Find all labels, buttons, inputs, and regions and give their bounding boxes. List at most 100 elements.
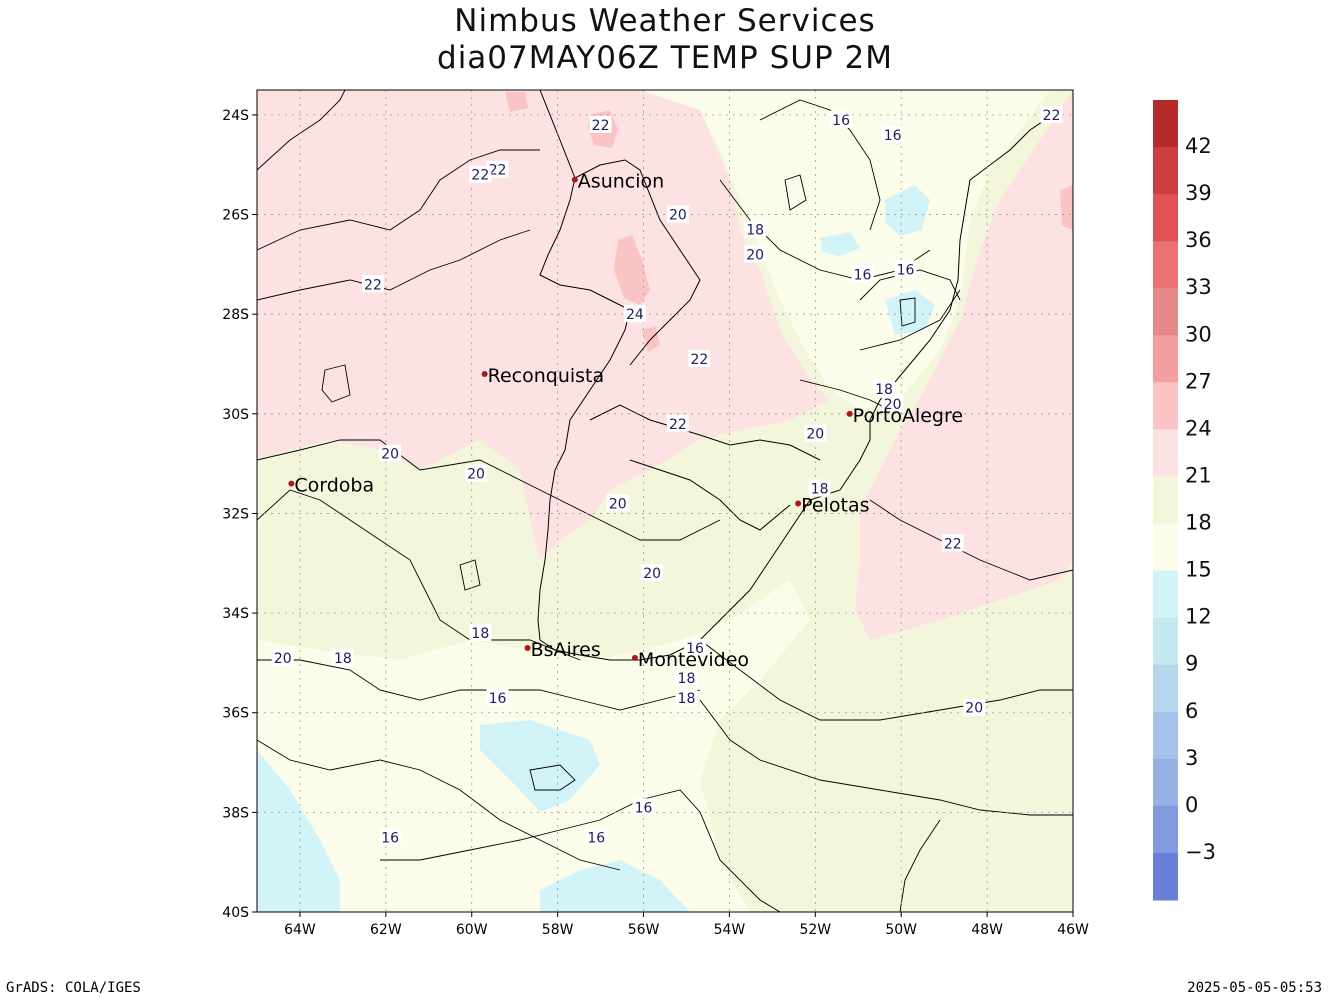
contour-label: 16: [832, 113, 850, 129]
contour-line: [380, 789, 781, 912]
lon-tick-label: 60W: [456, 922, 488, 938]
fill-band-24-27-b: [614, 235, 650, 305]
contour-line: [257, 739, 621, 871]
colorbar-swatch: [1153, 617, 1178, 666]
fill-band-21-24-east: [855, 90, 1073, 910]
lon-tick-label: 48W: [971, 922, 1003, 938]
colorbar-label: 9: [1185, 652, 1198, 676]
city-marker: [631, 654, 638, 661]
colorbar-label: −3: [1185, 840, 1216, 864]
contour-line: [529, 764, 576, 791]
city-marker: [288, 480, 295, 487]
contour-label-bg: [804, 424, 827, 442]
contour-label-bg: [830, 110, 853, 128]
contour-label: 20: [609, 496, 627, 512]
contour-label-bg: [666, 414, 689, 432]
contour-label: 20: [381, 447, 399, 463]
contour-label: 16: [381, 830, 399, 846]
colorbar-swatch: [1153, 100, 1178, 148]
contour-line: [699, 639, 1073, 721]
contour-label-bg: [675, 688, 698, 706]
city-label: PortoAlegre: [853, 405, 963, 427]
lat-tick-label: 32S: [222, 506, 249, 522]
colorbar-label: 12: [1185, 605, 1212, 629]
colorbar-label: 30: [1185, 322, 1212, 346]
contour-label-bg: [808, 479, 831, 497]
contour-line: [759, 99, 881, 231]
lat-tick-label: 30S: [222, 407, 249, 423]
fill-band-12-15-d: [480, 720, 600, 812]
map-subtitle: dia07MAY06Z TEMP SUP 2M: [437, 40, 893, 76]
contour-line: [899, 297, 916, 327]
colorbar-swatch: [1153, 194, 1178, 242]
contour-label-bg: [641, 564, 664, 582]
contour-label-bg: [486, 160, 509, 178]
contour-label-bg: [465, 464, 488, 482]
contour-label-bg: [688, 350, 711, 368]
contour-line: [257, 439, 721, 541]
contour-label: 16: [897, 262, 915, 278]
contour-label-bg: [881, 125, 904, 143]
contour-line: [799, 379, 891, 411]
colorbar-swatch: [1153, 382, 1178, 430]
fill-band-12-15-b: [820, 232, 860, 256]
colorbar-label: 0: [1185, 793, 1198, 817]
lat-lon-grid: [257, 90, 1073, 912]
colorbar-label: 3: [1185, 746, 1198, 770]
contour-label-bg: [851, 265, 874, 283]
contour-label: 16: [854, 267, 872, 283]
contour-label: 20: [806, 427, 824, 443]
colorbar-swatch: [1153, 711, 1178, 760]
contour-label-bg: [744, 220, 767, 238]
border-line-c: [629, 459, 791, 531]
contour-line: [699, 699, 1073, 816]
contour-line: [899, 819, 941, 912]
colorbar-swatch: [1153, 570, 1178, 619]
colorbar-label: 27: [1185, 369, 1212, 393]
colorbar-label: 36: [1185, 228, 1212, 252]
contour-label-bg: [486, 688, 509, 706]
contour-label: 18: [811, 482, 829, 498]
contour-label: 24: [626, 307, 644, 323]
lon-tick-label: 56W: [628, 922, 660, 938]
colorbar-swatch: [1153, 288, 1178, 336]
lat-tick-label: 28S: [222, 307, 249, 323]
contour-label-bg: [379, 444, 402, 462]
city-marker: [524, 644, 531, 651]
footer-credit: GrADS: COLA/IGES: [6, 980, 141, 996]
fill-band-12-15-f: [540, 860, 690, 912]
colorbar-swatch: [1153, 758, 1178, 807]
river-parana: [537, 177, 631, 641]
lon-tick-label: 58W: [542, 922, 574, 938]
contour-label-bg: [1040, 105, 1063, 123]
contour-label: 18: [875, 382, 893, 398]
contour-label: 22: [690, 352, 708, 368]
city-markers: Asuncion Reconquista PortoAlegre Cordoba Pel…: [288, 171, 963, 671]
city-marker: [795, 500, 802, 507]
city-label: Reconquista: [488, 365, 605, 387]
contour-label-bg: [666, 205, 689, 223]
colorbar-swatch: [1153, 664, 1178, 713]
contour-label: 22: [1043, 108, 1061, 124]
contour-label-bg: [331, 648, 354, 666]
contour-label: 16: [884, 128, 902, 144]
contour-label-bg: [963, 698, 986, 716]
fill-band-24-27-c: [505, 92, 528, 112]
city-label: Asuncion: [578, 171, 664, 193]
contour-label-bg: [873, 379, 896, 397]
footer-timestamp: 2025-05-05-05:53: [1187, 980, 1322, 996]
contour-line: [257, 90, 346, 171]
city-label: BsAires: [531, 639, 601, 661]
lat-tick-label: 34S: [222, 606, 249, 622]
fill-band-12-15-c: [885, 290, 935, 335]
colorbar-swatch: [1153, 852, 1178, 901]
colorbar-label: 6: [1185, 699, 1198, 723]
lat-tick-label: 26S: [222, 208, 249, 224]
contour-label: 20: [884, 397, 902, 413]
contour-label-bg: [675, 668, 698, 686]
contour-label: 20: [746, 247, 764, 263]
map-frame: [256, 89, 1074, 913]
contour-label: 22: [364, 277, 382, 293]
lon-tick-label: 64W: [284, 922, 316, 938]
